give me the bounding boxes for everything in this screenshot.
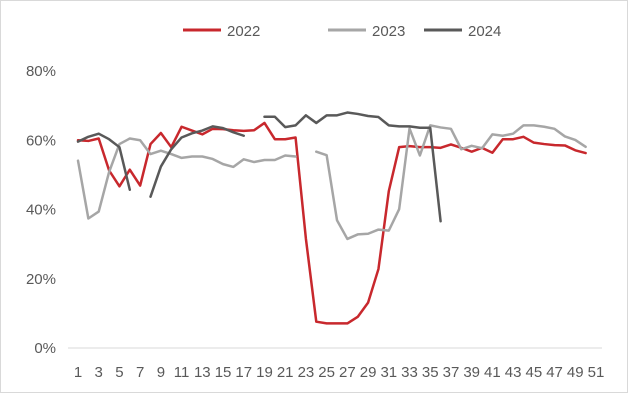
x-tick-label: 31 <box>380 364 397 381</box>
x-tick-label: 27 <box>339 364 356 381</box>
x-tick-label: 25 <box>318 364 335 381</box>
series-line-2023 <box>76 124 587 241</box>
x-tick-label: 3 <box>95 364 103 381</box>
y-tick-label: 0% <box>34 340 56 357</box>
x-tick-label: 21 <box>277 364 294 381</box>
x-tick-label: 13 <box>194 364 211 381</box>
x-tick-label: 39 <box>463 364 480 381</box>
x-tick-label: 35 <box>422 364 439 381</box>
x-tick-label: 1 <box>74 364 82 381</box>
legend-item-2024: 2024 <box>424 23 501 40</box>
legend-label: 2024 <box>468 23 501 40</box>
x-tick-label: 47 <box>546 364 563 381</box>
y-tick-label: 40% <box>26 202 56 219</box>
x-tick-label: 51 <box>588 364 605 381</box>
y-axis-tick-labels: 0% 20% 40% 60% 80% <box>26 63 56 357</box>
series-lines <box>76 111 587 325</box>
x-tick-label: 5 <box>115 364 123 381</box>
x-tick-label: 29 <box>360 364 377 381</box>
x-axis-tick-labels: 1 3 5 7 9 11 13 15 17 19 21 23 25 27 29 31 33 35 37 39 41 43 4… <box>74 364 605 381</box>
x-tick-label: 7 <box>136 364 144 381</box>
legend-item-2022: 2022 <box>183 23 260 40</box>
legend-item-2023: 2023 <box>328 23 405 40</box>
x-tick-label: 17 <box>235 364 252 381</box>
x-tick-label: 33 <box>401 364 418 381</box>
x-tick-label: 15 <box>215 364 232 381</box>
x-tick-label: 19 <box>256 364 273 381</box>
x-tick-label: 45 <box>525 364 542 381</box>
y-tick-label: 60% <box>26 132 56 149</box>
x-tick-label: 37 <box>443 364 460 381</box>
x-tick-label: 41 <box>484 364 501 381</box>
series-line-2022 <box>76 121 587 325</box>
x-tick-label: 23 <box>298 364 315 381</box>
x-tick-label: 49 <box>567 364 584 381</box>
legend-label: 2022 <box>227 23 260 40</box>
legend-label: 2023 <box>372 23 405 40</box>
y-tick-label: 20% <box>26 271 56 288</box>
x-tick-label: 11 <box>174 364 190 381</box>
y-tick-label: 80% <box>26 63 56 80</box>
series-line-2024 <box>76 111 442 223</box>
legend: 2022 2023 2024 <box>183 23 501 40</box>
x-tick-label: 9 <box>157 364 165 381</box>
x-tick-label: 43 <box>505 364 522 381</box>
